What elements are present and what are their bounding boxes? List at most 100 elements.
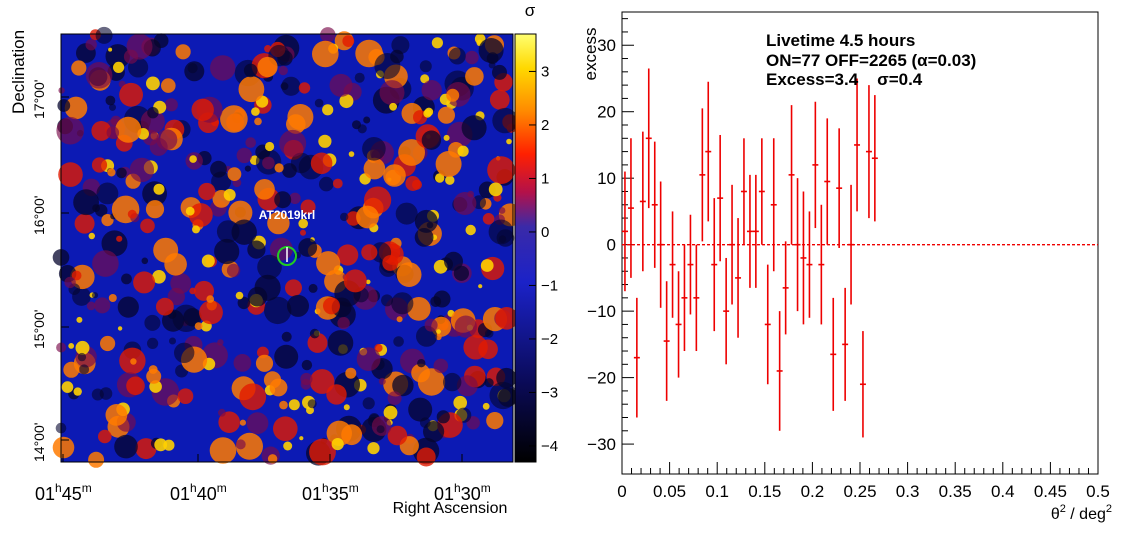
- data-point: [830, 297, 837, 411]
- sky-map-blob: [161, 78, 176, 93]
- map-x-tick-m-unit: m: [82, 481, 92, 495]
- sky-map-blob: [506, 138, 512, 145]
- data-point: [859, 331, 866, 438]
- sky-map-blob: [91, 120, 112, 141]
- sky-map-blob: [421, 80, 442, 101]
- sky-map-blob: [133, 271, 156, 294]
- sky-map-blob: [254, 179, 275, 200]
- theta2-y-tick-label: 30: [597, 36, 616, 55]
- map-x-tick-minutes: 40: [197, 484, 217, 504]
- sky-map-blob: [86, 301, 96, 311]
- map-x-tick-label: 01h45m: [35, 481, 92, 504]
- sky-map-blob: [227, 167, 242, 182]
- theta2-x-tick-label: 0: [617, 482, 626, 501]
- sky-map-blob: [343, 404, 350, 411]
- map-y-ticks: 14°00' 15°00' 16°00' 17°00': [31, 80, 69, 462]
- sky-map-blob: [257, 56, 278, 78]
- sky-map-blob: [342, 35, 355, 47]
- sky-map-blob: [267, 454, 278, 464]
- data-point: [770, 138, 777, 272]
- sky-map-blob: [233, 354, 252, 372]
- sky-map-blob: [149, 137, 168, 156]
- sky-map-blob: [383, 405, 398, 420]
- sky-map-blob: [210, 160, 227, 178]
- sky-map-blob: [274, 191, 292, 209]
- data-point: [746, 174, 753, 288]
- sky-map-blob: [108, 47, 113, 52]
- colorbar-tick-label: −4: [541, 438, 558, 455]
- sky-map-blob: [75, 340, 90, 355]
- sky-map-blob: [376, 425, 385, 434]
- sky-map-blob: [274, 344, 299, 369]
- sky-map-blob: [251, 107, 260, 116]
- sky-map-blob: [484, 378, 494, 388]
- map-x-tick-h-unit: h: [55, 481, 62, 495]
- sky-map-blob: [356, 205, 379, 229]
- sky-map-blob: [482, 213, 495, 225]
- sky-map-blob: [367, 442, 380, 455]
- sky-map-blob: [141, 257, 149, 265]
- map-y-tick-label: 17°00': [31, 80, 47, 119]
- sky-map-blob: [216, 220, 240, 243]
- sky-map-blob: [209, 437, 237, 464]
- map-x-tick-hours: 01: [170, 484, 190, 504]
- sky-map-blob: [85, 39, 97, 51]
- sky-map-blob: [391, 292, 414, 315]
- sky-map-blob: [480, 259, 494, 272]
- theta2-x-tick-label: 0.4: [991, 482, 1015, 501]
- theta2-x-tick-label: 0.45: [1034, 482, 1067, 501]
- sky-map-blob: [486, 412, 504, 430]
- sky-map-blob: [290, 152, 312, 174]
- sky-map-blob: [92, 250, 119, 277]
- sky-map-blob: [374, 343, 383, 353]
- data-point: [764, 264, 771, 385]
- colorbar-tick-label: 2: [541, 117, 549, 134]
- data-point: [645, 68, 652, 209]
- sky-map-blob: [285, 279, 302, 297]
- sky-map-blob: [345, 367, 357, 379]
- theta2-data-points: [621, 68, 878, 438]
- data-point: [681, 244, 688, 352]
- data-point: [639, 131, 646, 272]
- sky-map-blob: [465, 224, 476, 236]
- sky-map-blob: [255, 354, 274, 372]
- sky-map-blob: [264, 296, 292, 325]
- sky-map-blob: [228, 200, 253, 225]
- map-x-tick-h-unit: h: [454, 481, 461, 495]
- sky-map-blob: [235, 291, 244, 300]
- colorbar-tick-label: −1: [541, 277, 558, 294]
- sky-map-blob: [279, 129, 307, 157]
- sky-map-blob: [356, 347, 381, 371]
- theta2-y-tick-label: 20: [597, 103, 616, 122]
- sky-map-blob: [488, 219, 514, 245]
- sky-map-blob: [430, 296, 442, 307]
- data-point: [729, 184, 736, 305]
- sky-map-blob: [287, 294, 309, 317]
- theta2-x-tick-label: 0.35: [939, 482, 972, 501]
- sky-map-blob: [287, 104, 314, 130]
- sky-map-blob: [210, 55, 236, 81]
- sky-map-blob: [199, 300, 223, 325]
- sky-map-blob: [127, 209, 137, 219]
- sky-map-blob: [419, 60, 432, 73]
- sky-map-blob: [188, 203, 213, 227]
- sky-map-blob: [77, 352, 87, 362]
- data-point: [663, 281, 670, 401]
- data-point: [687, 214, 694, 315]
- sky-map-blob: [431, 37, 443, 49]
- sky-map-blob: [309, 438, 336, 466]
- theta2-xlabel-sup1: 2: [1060, 503, 1066, 515]
- stats-line-3: Excess=3.4 σ=0.4: [766, 70, 923, 89]
- sky-map-blob: [61, 381, 74, 393]
- sky-map-blob: [435, 173, 445, 183]
- sky-map-blob: [396, 262, 422, 287]
- sky-map-blob: [300, 229, 306, 236]
- sky-map-blob: [408, 397, 433, 422]
- sky-map-blob: [445, 175, 455, 185]
- sky-map-blob: [318, 134, 332, 148]
- source-label: AT2019krl: [259, 208, 315, 222]
- sky-map-blob: [436, 329, 441, 334]
- data-point: [776, 311, 783, 431]
- sky-map-blob: [105, 95, 116, 106]
- sky-map-blob: [146, 76, 160, 91]
